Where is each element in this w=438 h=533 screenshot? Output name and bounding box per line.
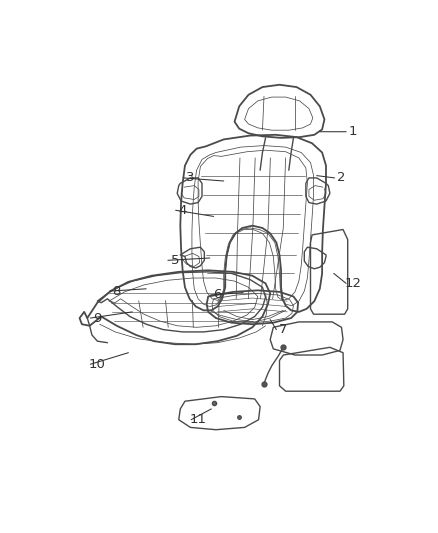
Text: 5: 5 <box>171 254 179 267</box>
Text: 12: 12 <box>345 277 362 290</box>
Text: 3: 3 <box>186 172 194 184</box>
Text: 1: 1 <box>349 125 357 138</box>
Text: 4: 4 <box>178 204 187 217</box>
Text: 2: 2 <box>337 172 346 184</box>
Text: 7: 7 <box>279 323 288 336</box>
Text: 10: 10 <box>89 358 106 371</box>
Text: 8: 8 <box>113 285 121 297</box>
Text: 11: 11 <box>190 413 207 426</box>
Text: 6: 6 <box>213 288 222 302</box>
Text: 9: 9 <box>93 312 102 325</box>
